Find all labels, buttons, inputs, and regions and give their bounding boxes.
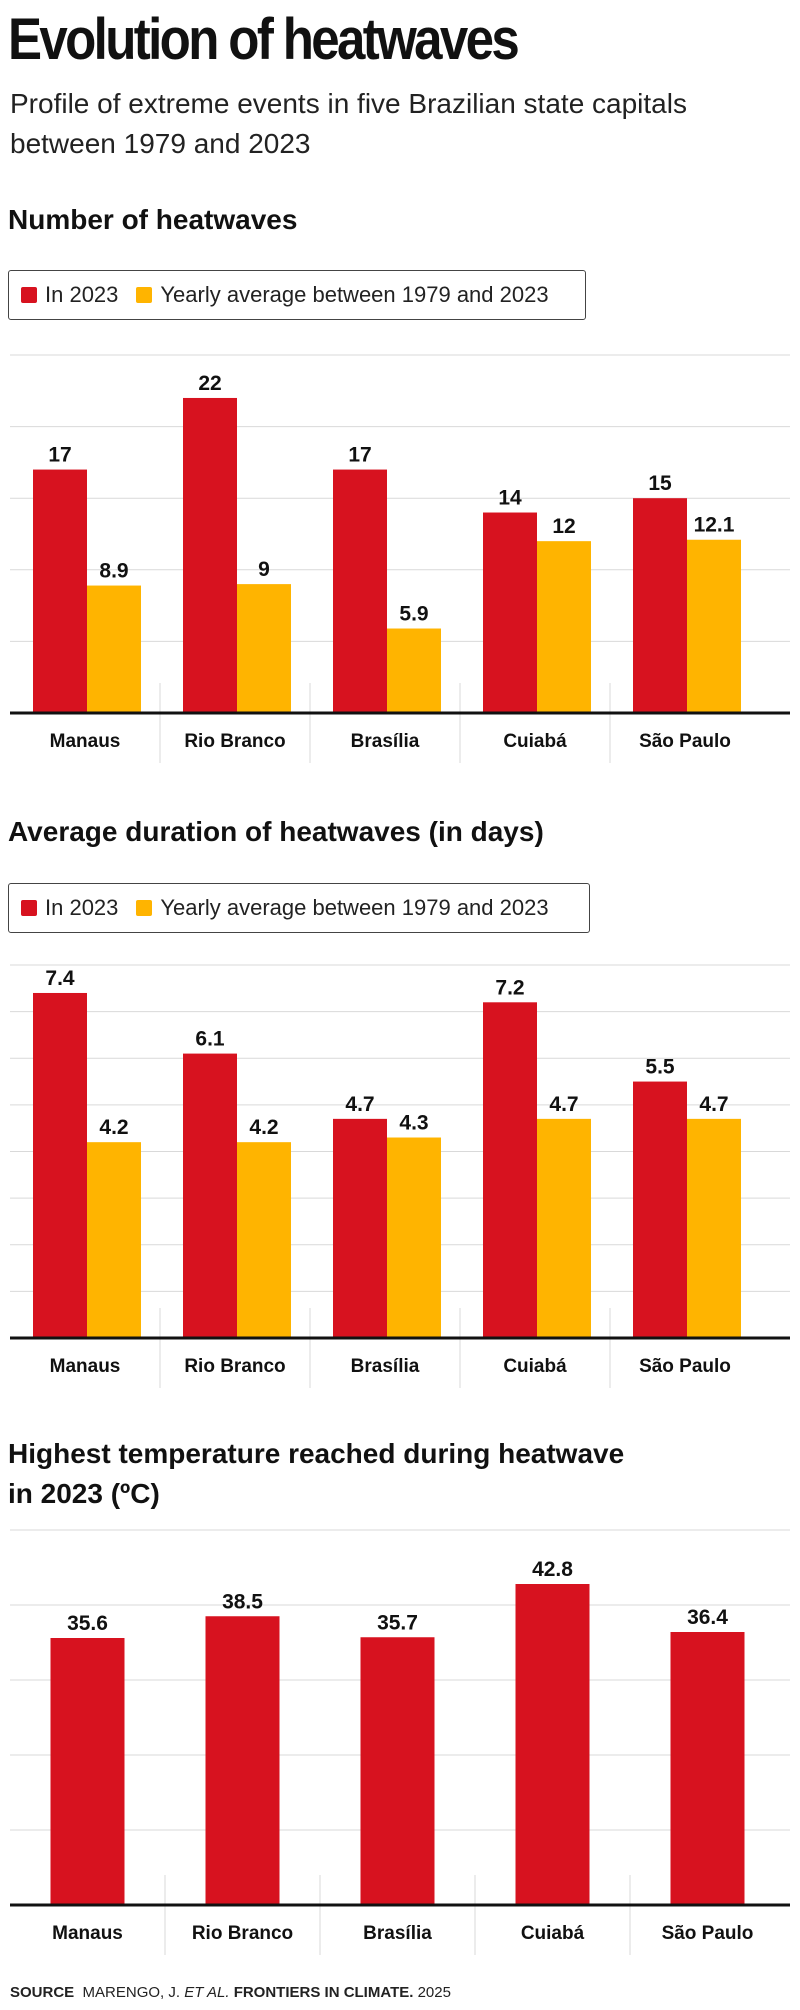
category-label: Cuiabá	[521, 1923, 585, 1944]
category-label: Manaus	[50, 1356, 121, 1377]
legend-label-average: Yearly average between 1979 and 2023	[160, 895, 549, 920]
source-label: SOURCE	[10, 1984, 75, 2001]
legend-label-in-2023: In 2023	[45, 895, 119, 920]
bar-average	[387, 628, 441, 713]
bar-in-2023	[633, 1081, 687, 1338]
legend-label-average: Yearly average between 1979 and 2023	[160, 282, 549, 307]
category-label: Manaus	[50, 731, 121, 752]
bar-in-2023	[50, 1638, 125, 1905]
bar-average	[237, 584, 291, 713]
chart-3-title: Highest temperature reached during heatw…	[8, 1438, 625, 1509]
bar-in-2023	[633, 498, 687, 713]
category-label: Rio Branco	[184, 731, 285, 752]
legend-swatch-in-2023	[21, 900, 37, 916]
category-label: Brasília	[351, 1356, 420, 1377]
category-label: São Paulo	[662, 1923, 754, 1944]
source-journal: FRONTIERS IN CLIMATE.	[233, 1984, 414, 2001]
data-label: 7.2	[495, 976, 524, 999]
bar-average	[687, 539, 741, 713]
legend-item-in-2023: In 2023	[21, 282, 118, 308]
bar-in-2023	[183, 1053, 237, 1338]
category-label: São Paulo	[639, 1356, 731, 1377]
chart-3-plot: 35.6 Manaus 38.5 Rio Branco 35.7 Brasília 42.8…	[10, 1529, 790, 1955]
bar-in-2023	[670, 1632, 745, 1905]
page-title: Evolution of heatwaves	[8, 7, 520, 72]
bar-average	[687, 1118, 741, 1338]
data-label: 35.6	[67, 1612, 108, 1635]
data-label: 4.3	[399, 1112, 428, 1135]
data-label: 5.5	[645, 1056, 675, 1079]
data-label: 14	[498, 487, 522, 510]
legend-swatch-in-2023	[21, 287, 37, 303]
bar-in-2023	[360, 1637, 435, 1905]
data-label: 8.9	[99, 560, 128, 583]
bar-in-2023	[515, 1584, 590, 1905]
source-authors: MARENGO, J.	[82, 1984, 181, 2001]
data-label: 35.7	[377, 1611, 418, 1634]
data-label: 4.2	[249, 1116, 278, 1139]
category-label: Rio Branco	[184, 1356, 285, 1377]
chart-1-title: Number of heatwaves	[8, 204, 298, 235]
data-label: 17	[48, 444, 71, 467]
category-label: Cuiabá	[503, 1356, 567, 1377]
bar-in-2023	[333, 1118, 387, 1338]
bar-average	[537, 1118, 591, 1338]
bar-average	[237, 1142, 291, 1338]
page-subtitle: Profile of extreme events in five Brazil…	[10, 88, 687, 159]
chart-2-title: Average duration of heatwaves (in days)	[8, 816, 544, 847]
legend-label-in-2023: In 2023	[45, 282, 119, 307]
data-label: 5.9	[399, 603, 428, 626]
legend-item-average: Yearly average between 1979 and 2023	[136, 895, 549, 921]
legend-swatch-average	[136, 900, 153, 916]
data-label: 9	[258, 558, 270, 581]
bar-in-2023	[333, 469, 387, 713]
data-label: 4.7	[549, 1093, 578, 1116]
category-label: Rio Branco	[192, 1923, 293, 1944]
source-note: SOURCE MARENGO, J. ET AL. FRONTIERS IN C…	[10, 1984, 451, 2001]
data-label: 4.7	[345, 1093, 374, 1116]
data-label: 42.8	[532, 1558, 573, 1581]
legend-item-in-2023: In 2023	[21, 895, 118, 921]
chart-1-legend: In 2023 Yearly average between 1979 and …	[8, 270, 586, 320]
data-label: 12	[552, 515, 575, 538]
bar-average	[87, 585, 141, 713]
data-label: 6.1	[195, 1028, 225, 1051]
category-label: Brasília	[351, 731, 420, 752]
bar-in-2023	[205, 1616, 280, 1905]
category-label: Cuiabá	[503, 731, 567, 752]
data-label: 12.1	[694, 514, 735, 537]
data-label: 4.2	[99, 1116, 128, 1139]
data-label: 22	[198, 372, 221, 395]
bar-average	[387, 1137, 441, 1338]
bar-in-2023	[33, 992, 87, 1338]
chart-1-plot: 17 8.9 Manaus 22 9 Rio Branco 17 5.9 Brasília 14 1…	[10, 354, 790, 763]
data-label: 7.4	[45, 967, 75, 990]
chart-2-legend: In 2023 Yearly average between 1979 and …	[8, 883, 590, 933]
bar-in-2023	[183, 397, 237, 713]
data-label: 17	[348, 444, 371, 467]
category-label: Brasília	[363, 1923, 432, 1944]
data-label: 36.4	[687, 1606, 728, 1629]
source-year: 2025	[417, 1984, 451, 2001]
bar-average	[87, 1142, 141, 1338]
bar-in-2023	[483, 512, 537, 713]
data-label: 38.5	[222, 1590, 263, 1613]
data-label: 4.7	[699, 1093, 728, 1116]
source-etal: ET AL.	[184, 1984, 230, 2001]
legend-swatch-average	[136, 287, 153, 303]
category-label: Manaus	[52, 1923, 123, 1944]
bar-in-2023	[483, 1002, 537, 1338]
data-label: 15	[648, 472, 672, 495]
bar-in-2023	[33, 469, 87, 713]
chart-2-plot: 7.4 4.2 Manaus 6.1 4.2 Rio Branco 4.7 4.3 Brasíl…	[10, 964, 790, 1388]
category-label: São Paulo	[639, 731, 731, 752]
bar-average	[537, 541, 591, 713]
legend-item-average: Yearly average between 1979 and 2023	[136, 282, 549, 308]
